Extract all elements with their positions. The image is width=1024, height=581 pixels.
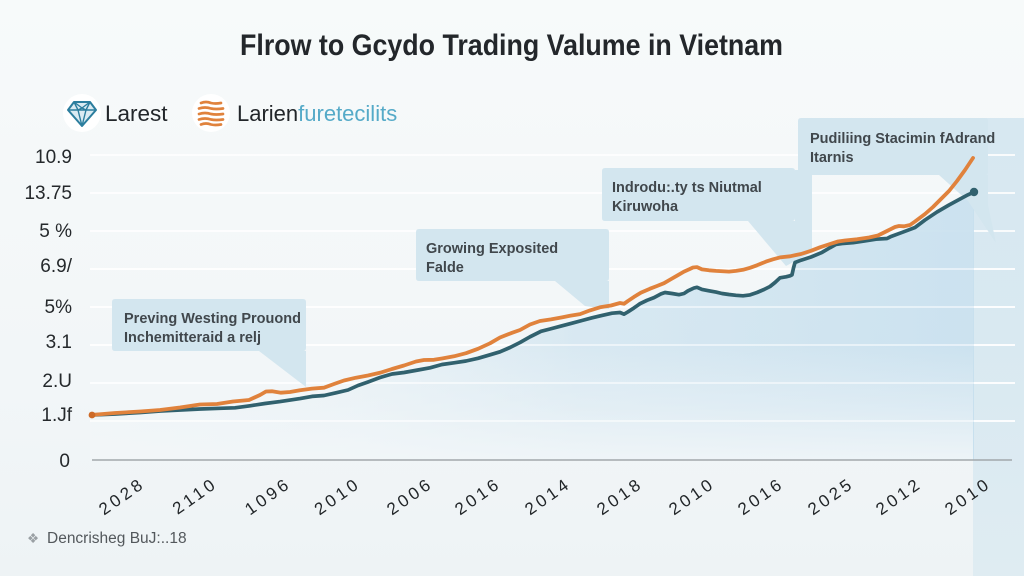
svg-text:Dencrisheg BuJ:..18: Dencrisheg BuJ:..18 [47,530,187,547]
svg-text:❖: ❖ [27,531,39,546]
svg-text:13.75: 13.75 [24,183,72,204]
svg-text:6.9/: 6.9/ [40,256,72,277]
svg-text:5 %: 5 % [39,221,72,242]
svg-text:Kiruwoha: Kiruwoha [612,199,679,215]
svg-text:0: 0 [59,451,70,472]
svg-text:Preving Westing Prouond: Preving Westing Prouond [124,311,301,327]
svg-text:Itarnis: Itarnis [810,150,854,166]
svg-text:Larest: Larest [105,101,168,126]
svg-text:Indrodu:.ty ts Niutmal: Indrodu:.ty ts Niutmal [612,180,762,196]
svg-text:Inchemitteraid a relj: Inchemitteraid a relj [124,330,261,346]
svg-text:Pudiliing Stacimin fAdrand: Pudiliing Stacimin fAdrand [810,131,995,147]
svg-text:Larienfuretecilits: Larienfuretecilits [237,101,397,126]
svg-text:Flrow to Gcydo Trading Valume: Flrow to Gcydo Trading Valume in Vietnam [240,29,783,62]
svg-text:Growing Exposited: Growing Exposited [426,241,558,257]
svg-text:3.1: 3.1 [46,332,72,353]
svg-text:2.U: 2.U [42,371,72,392]
svg-text:1.Jf: 1.Jf [41,405,72,426]
svg-text:Falde: Falde [426,260,464,276]
svg-text:5%: 5% [45,297,73,318]
svg-text:10.9: 10.9 [35,147,72,168]
